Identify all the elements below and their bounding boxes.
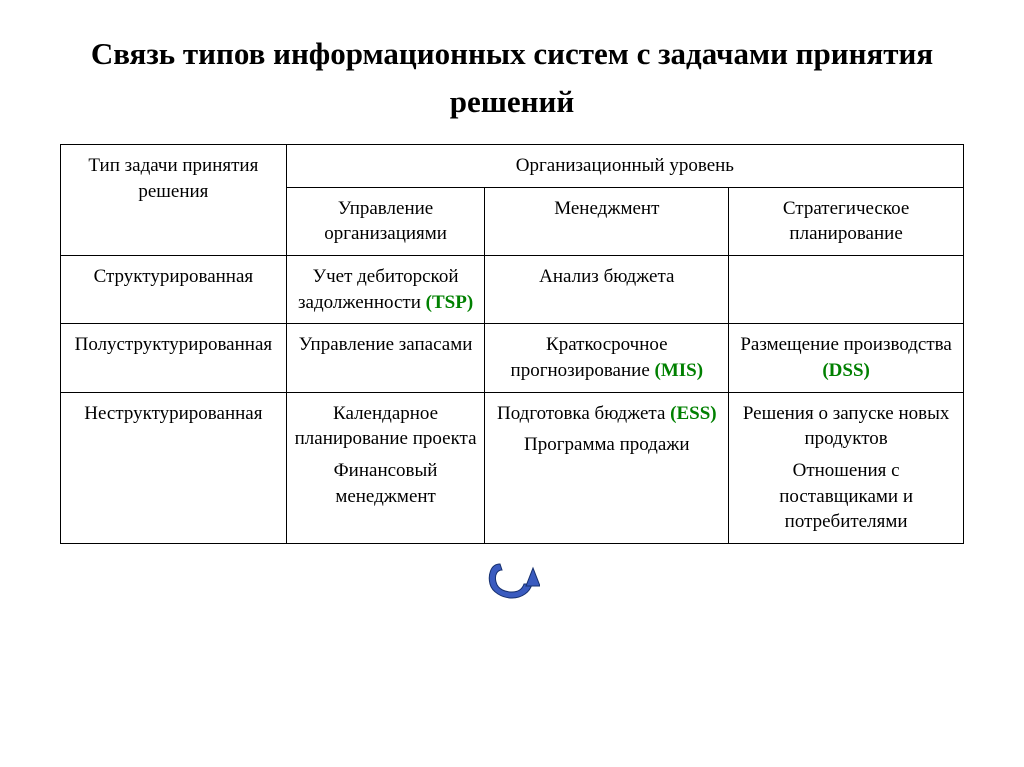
main-table: Тип задачи принятия решения Организацион… [60,144,964,544]
arrow-body [489,564,532,598]
cell-text: Подготовка бюджета [497,403,670,424]
row0-c1: Учет дебиторской задолженности (TSP) [286,256,485,324]
table-header-row-1: Тип задачи принятия решения Организацион… [61,145,964,188]
row2-c1: Календарное планирование проекта Финансо… [286,392,485,543]
return-arrow-container [60,558,964,604]
cell-text: Отношения с поставщиками и потребителями [735,458,957,535]
header-sub-2: Менеджмент [485,187,729,255]
table-row: Полуструктурированная Управление запасам… [61,324,964,392]
table-row: Неструктурированная Календарное планиров… [61,392,964,543]
cell-accent: (MIS) [655,360,704,381]
row2-c3: Решения о запуске новых продуктов Отноше… [729,392,964,543]
cell-text: Краткосрочное прогнозирование [511,334,668,381]
row0-label: Структурированная [61,256,287,324]
cell-text: Размещение производства [740,334,951,355]
row1-c2: Краткосрочное прогнозирование (MIS) [485,324,729,392]
header-sub-1: Управление организациями [286,187,485,255]
cell-text: Программа продажи [491,432,722,458]
row1-c1: Управление запасами [286,324,485,392]
row0-c2: Анализ бюджета [485,256,729,324]
row0-c3 [729,256,964,324]
cell-accent: (ESS) [670,403,716,424]
cell-text: Финансовый менеджмент [293,458,479,509]
header-org-level: Организационный уровень [286,145,963,188]
table-row: Структурированная Учет дебиторской задол… [61,256,964,324]
slide: Связь типов информационных систем с зада… [0,0,1024,624]
cell-text: Анализ бюджета [539,266,674,287]
cell-line: Подготовка бюджета (ESS) [491,401,722,427]
row1-label: Полуструктурированная [61,324,287,392]
cell-accent: (TSP) [426,292,474,313]
page-title: Связь типов информационных систем с зада… [60,30,964,126]
header-task-type: Тип задачи принятия решения [61,145,287,256]
row1-c3: Размещение производства (DSS) [729,324,964,392]
cell-text: Решения о запуске новых продуктов [735,401,957,452]
arrow-head [526,568,540,586]
return-arrow-icon[interactable] [484,558,540,604]
row2-label: Неструктурированная [61,392,287,543]
header-sub-3: Стратегическое планирование [729,187,964,255]
cell-text: Управление запасами [299,334,473,355]
cell-text: Календарное планирование проекта [293,401,479,452]
cell-accent: (DSS) [822,360,870,381]
row2-c2: Подготовка бюджета (ESS) Программа прода… [485,392,729,543]
